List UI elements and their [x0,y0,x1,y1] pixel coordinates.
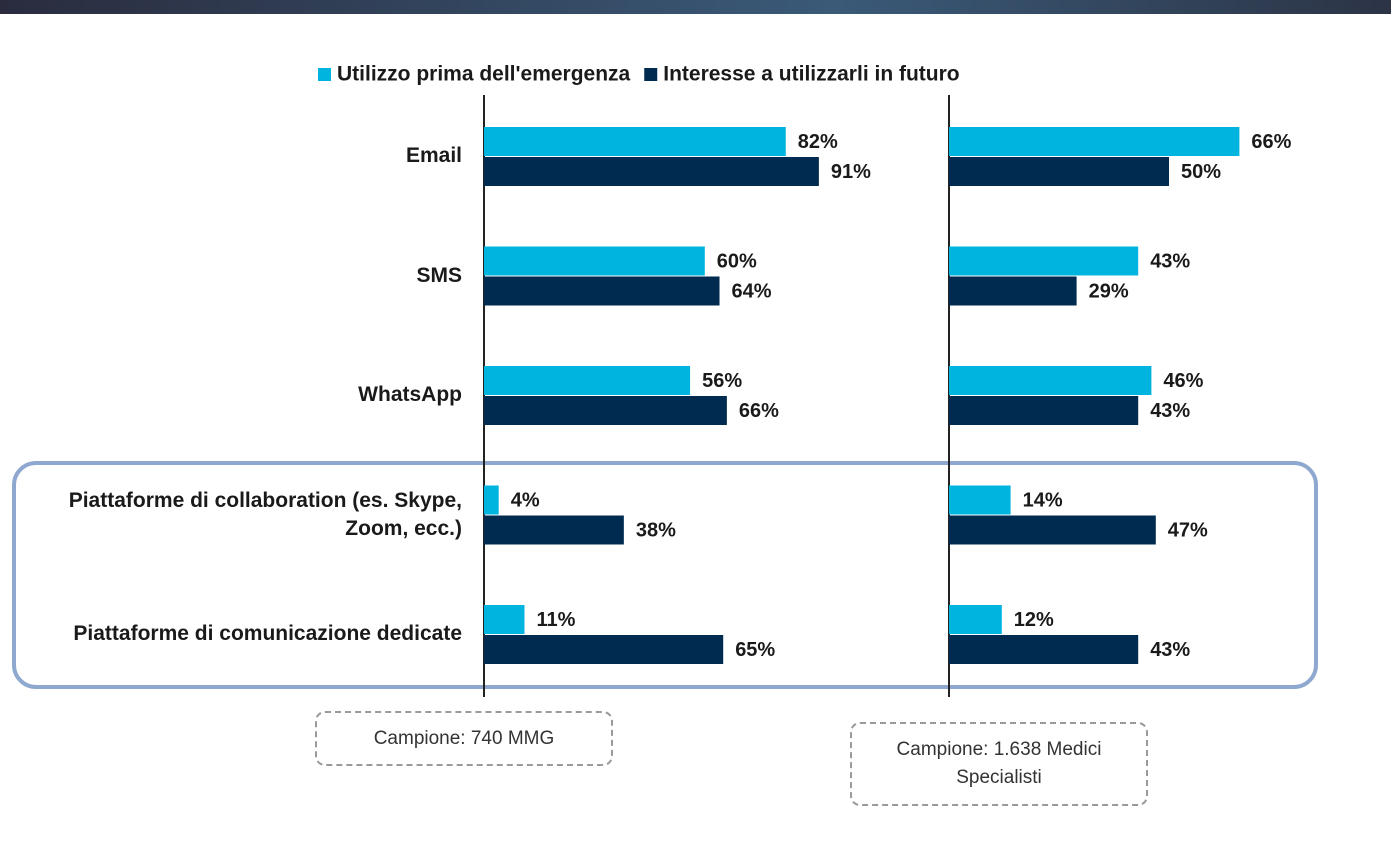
value-label: 47% [1168,519,1208,541]
bar [484,246,705,276]
bar [484,635,724,664]
value-label: 43% [1150,639,1190,661]
bar [949,485,1011,515]
sample-note: Campione: 1.638 Medici Specialisti [850,722,1148,806]
bar [949,276,1077,306]
bar [484,366,691,395]
bar [484,485,499,515]
bar [484,396,727,425]
legend-swatch [318,68,331,81]
value-label: 50% [1181,161,1221,183]
legend-swatch [644,68,658,81]
value-label: 38% [636,519,676,541]
value-label: 91% [831,161,871,183]
category-label: Email [405,144,462,167]
sample-note: Campione: 740 MMG [315,711,613,766]
value-label: 65% [735,639,775,661]
value-label: 11% [536,609,575,631]
category-label: SMS [416,263,462,287]
category-label: Piattaforme di collaboration (es. Skype,… [68,488,462,540]
bar [484,157,819,186]
category-label: WhatsApp [358,383,462,406]
bar [949,605,1002,634]
top-bar [0,0,1391,14]
value-label: 43% [1150,400,1190,422]
bar [949,515,1156,545]
value-label: 43% [1150,250,1190,272]
value-label: 29% [1089,280,1129,302]
highlight-box [12,461,1318,689]
value-label: 60% [717,250,757,272]
category-label: Piattaforme di comunicazione dedicate [73,622,462,645]
legend-label: Utilizzo prima dell'emergenza [337,63,631,86]
value-label: 56% [702,370,742,392]
legend-label: Interesse a utilizzarli in futuro [663,63,959,86]
bar [949,157,1169,186]
value-label: 66% [1251,131,1291,153]
bar [949,246,1139,276]
bar [949,366,1152,395]
bar [484,515,624,545]
bar [949,396,1139,425]
bar [484,276,720,306]
bar [484,127,786,156]
value-label: 4% [511,489,540,511]
bar [949,635,1139,664]
bar [484,605,525,634]
value-label: 66% [739,400,779,422]
value-label: 14% [1023,489,1063,511]
value-label: 82% [798,131,838,153]
value-label: 64% [732,280,772,302]
value-label: 46% [1163,370,1203,392]
bar [949,127,1240,156]
value-label: 12% [1014,609,1054,631]
